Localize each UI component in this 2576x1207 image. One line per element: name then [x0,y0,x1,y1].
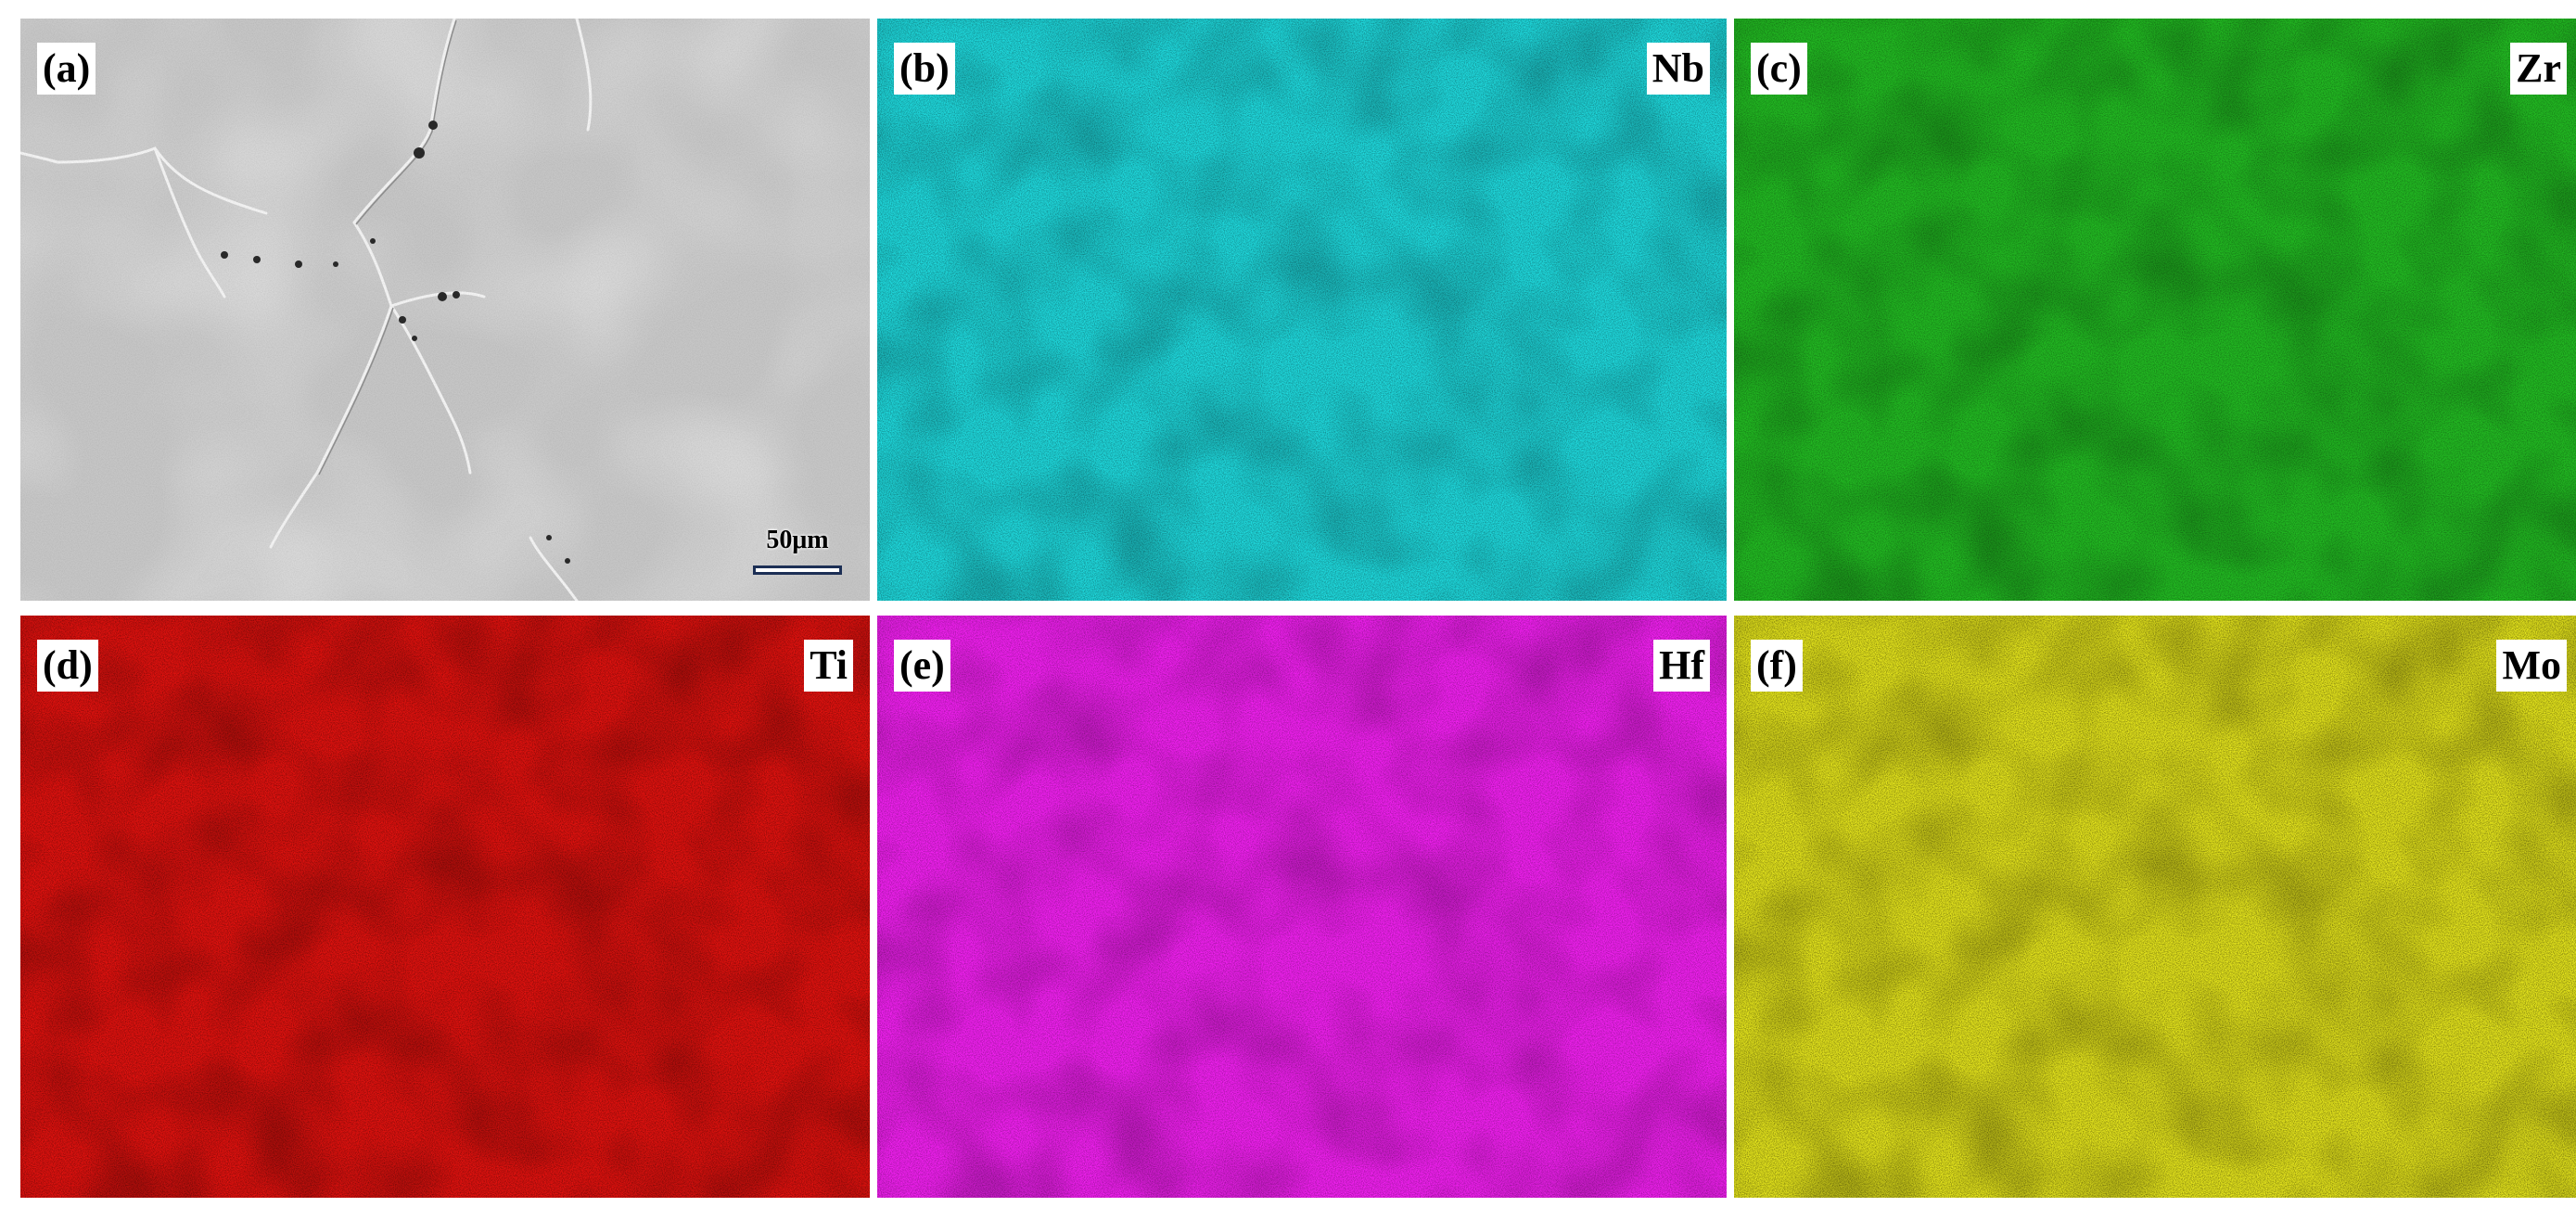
scale-bar: 50μm [751,527,844,580]
panel-label: (e) [894,640,950,692]
element-label: Ti [804,640,853,692]
elemental-map [1734,616,2576,1198]
panel-b-nb-map: (b) Nb [877,19,1727,601]
panel-a-sem-image: (a) 50μm [20,19,870,601]
elemental-map [877,616,1727,1198]
panel-c-zr-map: (c) Zr [1734,19,2576,601]
element-label: Nb [1646,43,1710,95]
panel-f-mo-map: (f) Mo [1734,616,2576,1198]
panel-label: (b) [894,43,955,95]
panel-label: (d) [37,640,98,692]
elemental-map [877,19,1727,601]
elemental-map [1734,19,2576,601]
element-label: Zr [2510,43,2567,95]
panel-d-ti-map: (d) Ti [20,616,870,1198]
scale-bar-label: 50μm [766,526,829,554]
element-label: Hf [1653,640,1710,692]
panel-label: (a) [37,43,96,95]
scale-bar-line [753,565,842,575]
elemental-map [20,616,870,1198]
sem-micrograph [20,19,870,601]
panel-e-hf-map: (e) Hf [877,616,1727,1198]
panel-label: (c) [1751,43,1807,95]
panel-label: (f) [1751,640,1803,692]
element-label: Mo [2496,640,2567,692]
